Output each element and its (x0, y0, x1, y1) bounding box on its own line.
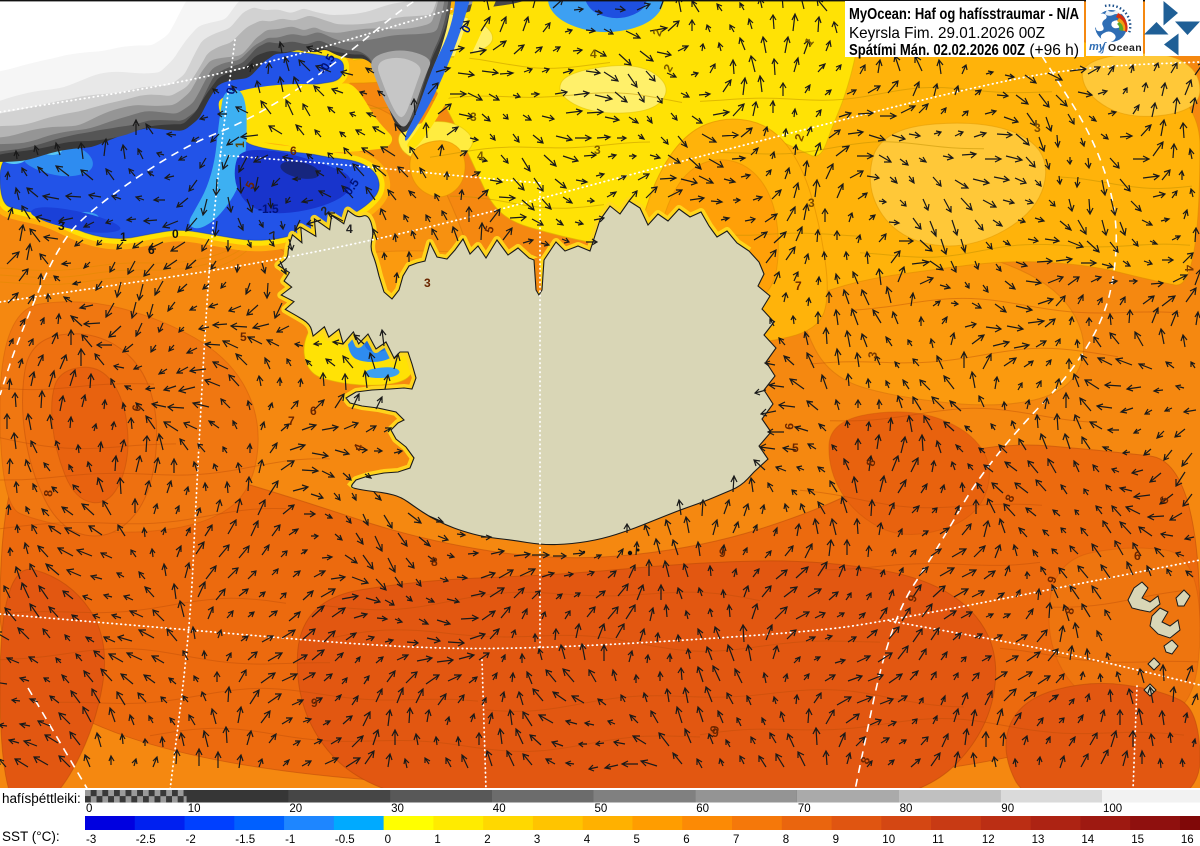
svg-text:4: 4 (584, 834, 591, 846)
svg-text:100: 100 (1103, 803, 1122, 815)
svg-text:8: 8 (41, 489, 56, 497)
svg-text:-1: -1 (285, 834, 295, 846)
svg-text:4: 4 (346, 222, 353, 236)
svg-text:MyOcean: Haf og hafísstraumar: MyOcean: Haf og hafísstraumar - N/A (849, 6, 1079, 23)
svg-text:3: 3 (865, 350, 880, 359)
svg-text:2: 2 (650, 27, 666, 38)
svg-text:6: 6 (148, 243, 155, 257)
svg-text:1: 1 (434, 834, 440, 846)
svg-text:3: 3 (470, 110, 477, 124)
svg-text:5: 5 (792, 441, 799, 455)
svg-text:70: 70 (798, 803, 811, 815)
svg-text:50: 50 (595, 803, 608, 815)
svg-text:90: 90 (1001, 803, 1014, 815)
svg-text:3: 3 (594, 143, 601, 157)
svg-text:-1.5: -1.5 (258, 202, 279, 216)
svg-text:7: 7 (795, 279, 802, 293)
svg-text:9: 9 (707, 724, 722, 733)
svg-text:12: 12 (982, 834, 995, 846)
svg-text:4: 4 (351, 442, 367, 453)
svg-text:ʃ: ʃ (1100, 40, 1107, 54)
svg-text:3: 3 (58, 219, 65, 233)
svg-text:3: 3 (534, 834, 540, 846)
svg-text:9: 9 (1044, 574, 1059, 584)
svg-text:0: 0 (86, 803, 92, 815)
svg-text:9: 9 (719, 546, 726, 560)
svg-text:6: 6 (310, 404, 317, 418)
svg-text:9: 9 (712, 726, 719, 740)
svg-text:5: 5 (634, 834, 640, 846)
svg-text:0: 0 (172, 227, 179, 241)
svg-text:11: 11 (932, 834, 944, 846)
svg-text:7: 7 (733, 834, 739, 846)
svg-text:15: 15 (1131, 834, 1144, 846)
svg-text:1: 1 (120, 230, 127, 244)
svg-text:9: 9 (833, 834, 839, 846)
svg-text:2: 2 (484, 834, 490, 846)
svg-text:Spátími Mán. 02.02.2026 00Z (+: Spátími Mán. 02.02.2026 00Z (+96 h) (849, 42, 1079, 59)
svg-text:10: 10 (188, 803, 201, 815)
svg-text:4: 4 (1182, 265, 1196, 272)
svg-text:8: 8 (431, 555, 438, 569)
svg-text:1: 1 (233, 141, 247, 148)
svg-text:6: 6 (290, 144, 297, 158)
svg-text:3: 3 (424, 276, 431, 290)
svg-text:8: 8 (858, 755, 874, 766)
svg-text:20: 20 (289, 803, 302, 815)
svg-text:16: 16 (1181, 834, 1194, 846)
svg-text:Keyrsla Fim. 29.01.2026 00Z: Keyrsla Fim. 29.01.2026 00Z (849, 25, 1045, 42)
svg-text:3: 3 (1034, 121, 1041, 135)
svg-text:6: 6 (782, 422, 797, 430)
svg-text:0: 0 (223, 86, 238, 96)
svg-text:7: 7 (288, 414, 295, 428)
svg-text:14: 14 (1081, 834, 1094, 846)
svg-text:SST (°C):: SST (°C): (2, 829, 60, 844)
svg-text:9: 9 (905, 593, 921, 604)
svg-text:80: 80 (900, 803, 913, 815)
svg-text:40: 40 (493, 803, 506, 815)
svg-text:6: 6 (129, 403, 144, 412)
svg-text:6: 6 (1134, 549, 1141, 563)
svg-text:Ocean: Ocean (1108, 42, 1142, 54)
svg-text:9: 9 (311, 696, 318, 710)
svg-text:-1.5: -1.5 (235, 834, 255, 846)
svg-text:10: 10 (882, 834, 895, 846)
svg-text:8: 8 (783, 834, 789, 846)
svg-text:4: 4 (477, 149, 484, 163)
svg-text:-2: -2 (186, 834, 196, 846)
svg-text:-0.5: -0.5 (335, 834, 355, 846)
svg-text:60: 60 (696, 803, 709, 815)
svg-text:2: 2 (792, 132, 808, 143)
svg-text:my: my (1089, 41, 1106, 53)
svg-text:4: 4 (590, 47, 597, 61)
svg-text:8: 8 (1062, 606, 1077, 615)
svg-text:13: 13 (1032, 834, 1045, 846)
svg-text:6: 6 (683, 834, 689, 846)
svg-text:-3: -3 (86, 834, 96, 846)
svg-text:3: 3 (808, 196, 815, 210)
svg-text:30: 30 (391, 803, 404, 815)
svg-text:8: 8 (863, 457, 878, 467)
svg-text:0: 0 (385, 834, 391, 846)
svg-text:-2.5: -2.5 (136, 834, 156, 846)
svg-text:hafísþéttleiki:: hafísþéttleiki: (2, 791, 81, 806)
svg-text:5: 5 (482, 224, 498, 235)
svg-text:5: 5 (240, 330, 247, 344)
